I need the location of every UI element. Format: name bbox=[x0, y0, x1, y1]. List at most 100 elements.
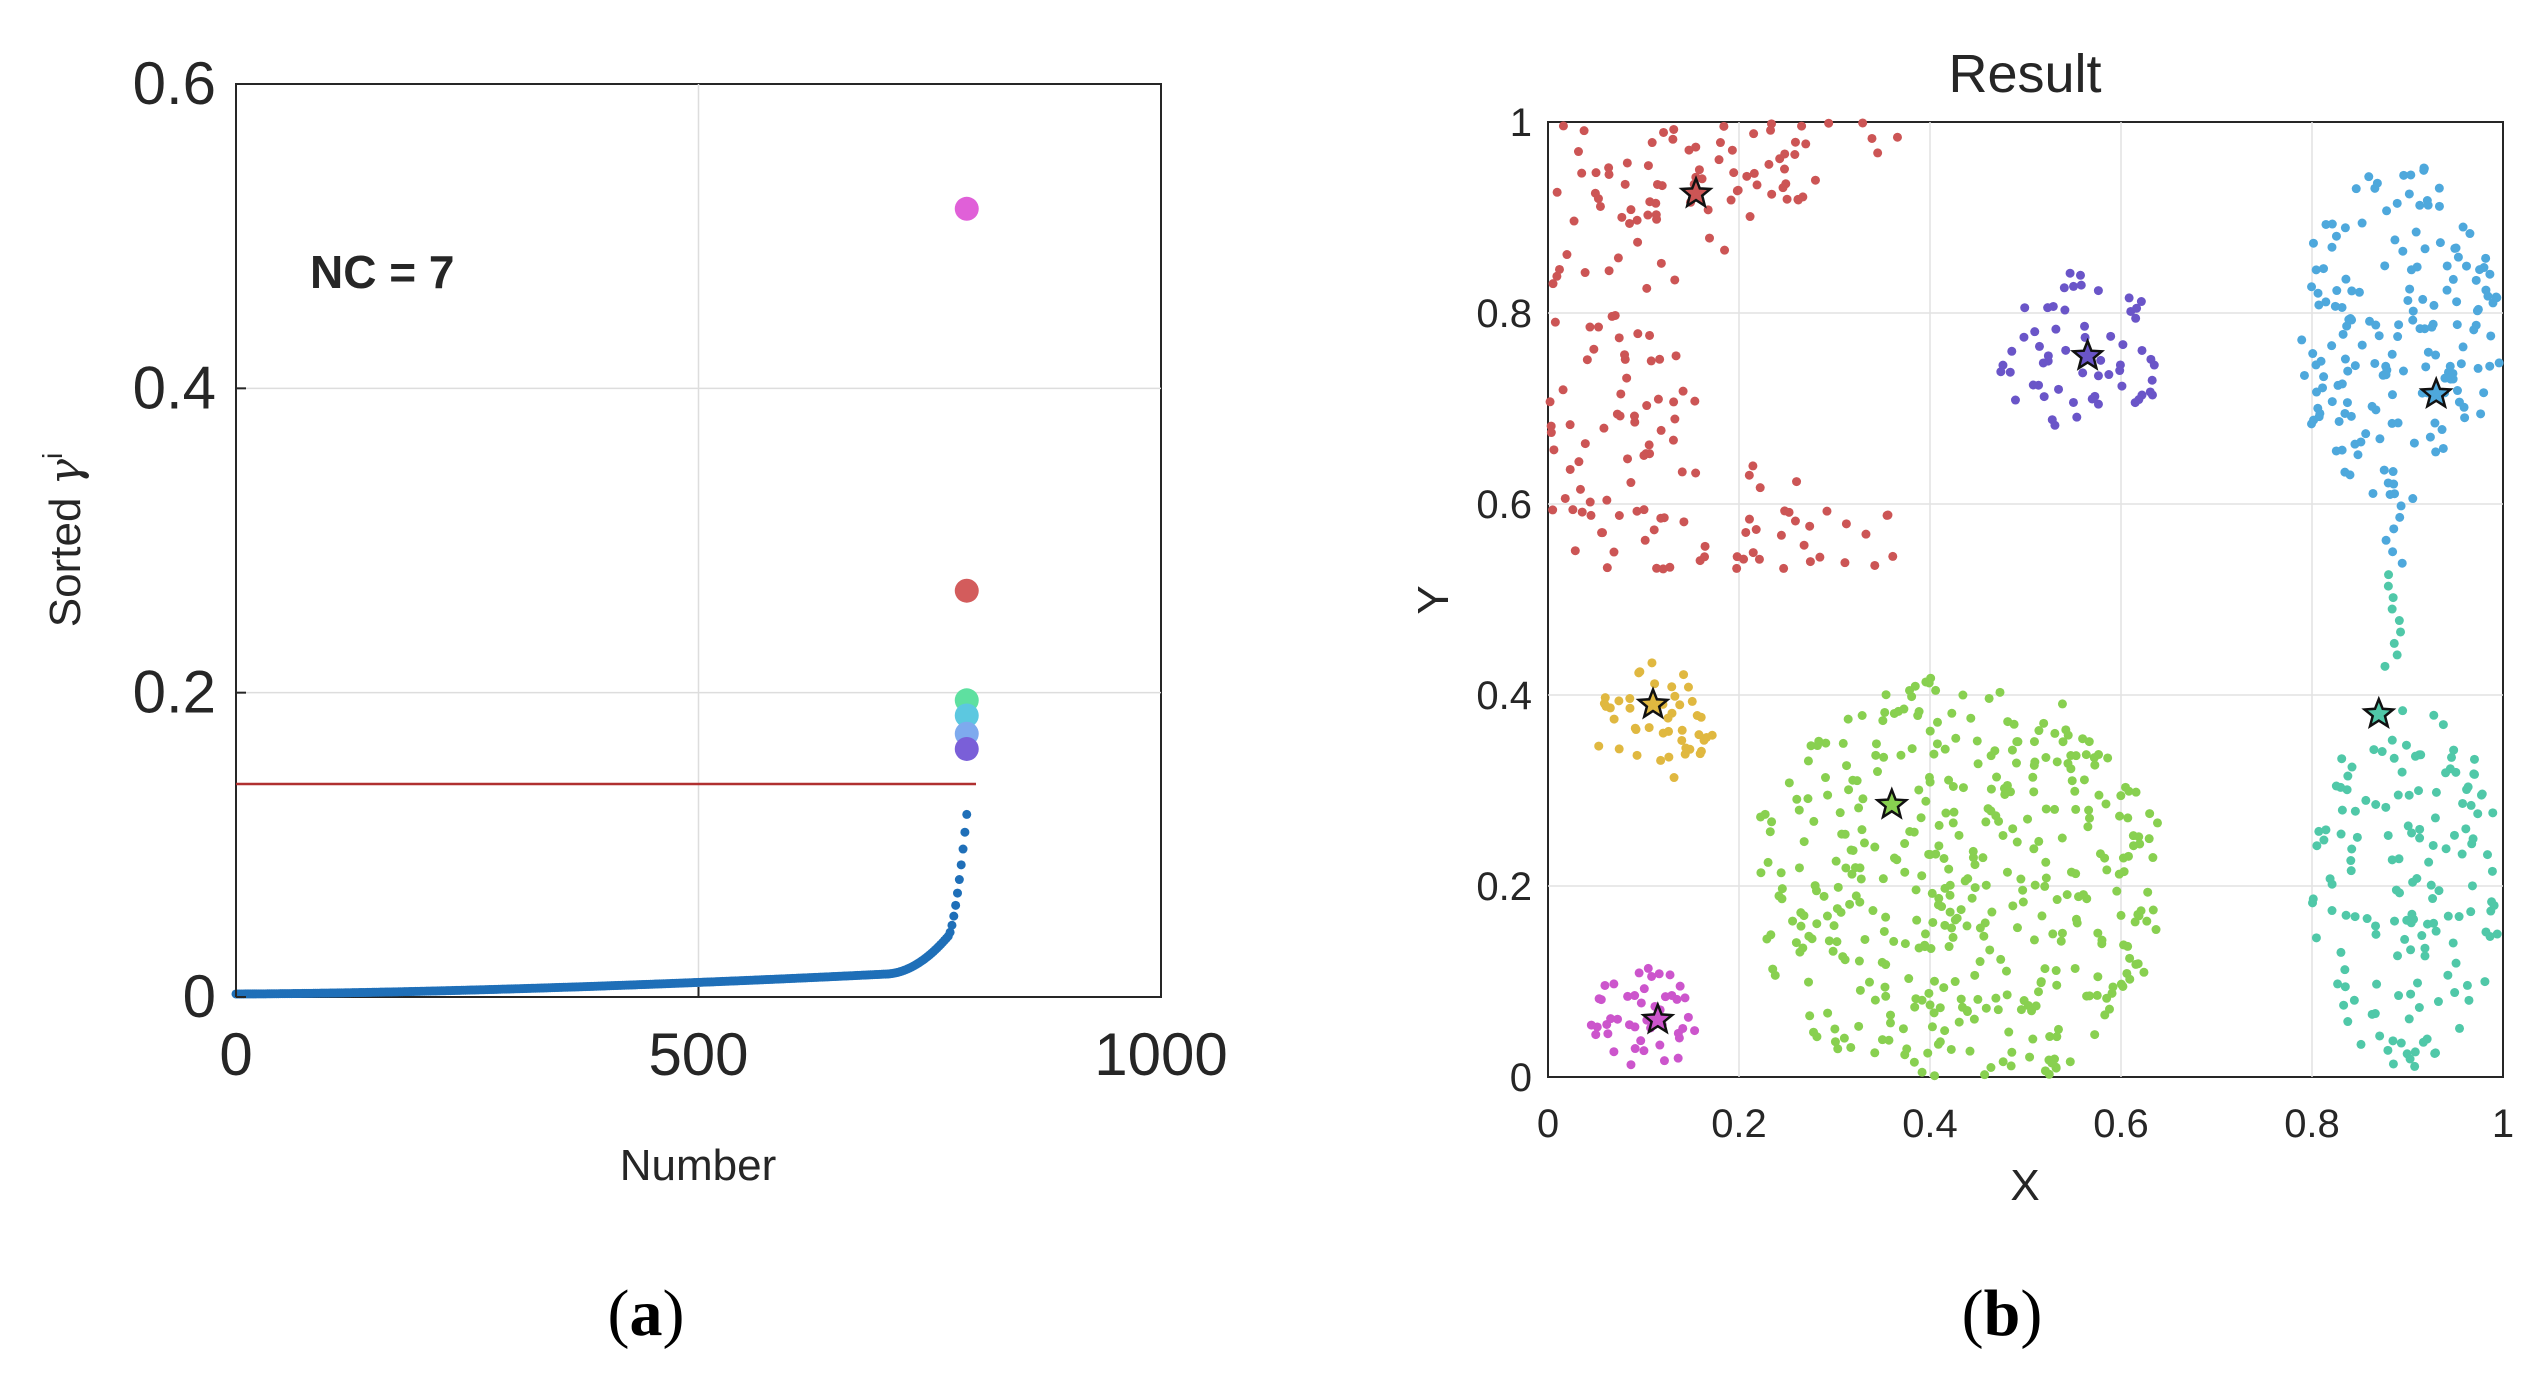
cluster-center-star bbox=[1635, 686, 1671, 720]
data-point bbox=[1900, 939, 1910, 949]
data-point bbox=[2126, 306, 2136, 316]
data-point bbox=[2090, 391, 2100, 401]
data-point bbox=[2008, 824, 2018, 834]
data-point bbox=[2430, 813, 2440, 823]
data-point bbox=[1833, 882, 1843, 892]
data-point bbox=[2034, 341, 2044, 351]
data-point bbox=[2479, 263, 2489, 273]
data-point bbox=[1824, 118, 1834, 128]
data-point bbox=[1996, 954, 2006, 964]
data-point bbox=[1945, 890, 1955, 900]
data-point bbox=[1798, 943, 1808, 953]
data-point bbox=[2380, 661, 2390, 671]
data-point bbox=[1586, 1020, 1596, 1030]
data-point bbox=[1939, 853, 1949, 863]
data-point bbox=[2012, 923, 2022, 933]
data-point bbox=[2406, 918, 2416, 928]
data-point bbox=[1755, 483, 1765, 493]
data-point bbox=[2104, 1004, 2114, 1014]
data-point bbox=[1673, 1053, 1683, 1063]
data-point bbox=[2454, 912, 2464, 922]
panel-b-ticks: 0 0.2 0.4 0.6 0.8 1 0 0.2 0.4 0.6 0.8 1 bbox=[1476, 101, 2514, 1146]
data-point bbox=[1815, 552, 1825, 562]
data-point bbox=[2449, 830, 2459, 840]
data-point bbox=[2424, 857, 2434, 867]
data-point bbox=[1940, 744, 1950, 754]
data-point bbox=[1664, 726, 1674, 736]
data-point bbox=[2143, 887, 2153, 897]
y-tick-label: 0 bbox=[1510, 1056, 1532, 1100]
data-point bbox=[1729, 168, 1739, 178]
data-point bbox=[2076, 280, 2086, 290]
data-point bbox=[1928, 917, 1938, 927]
data-point bbox=[2492, 929, 2502, 939]
data-point bbox=[1934, 841, 1944, 851]
data-point bbox=[2115, 811, 2125, 821]
data-point bbox=[1626, 1060, 1636, 1070]
data-point bbox=[1636, 1036, 1646, 1046]
data-point bbox=[2330, 301, 2340, 311]
data-point bbox=[2428, 840, 2438, 850]
data-point bbox=[2339, 1000, 2349, 1010]
data-point bbox=[1639, 505, 1649, 515]
data-point bbox=[1683, 682, 1693, 692]
data-point bbox=[2383, 478, 2393, 488]
data-point bbox=[1881, 912, 1891, 922]
data-point bbox=[2428, 894, 2438, 904]
data-point bbox=[2343, 1017, 2353, 1027]
data-point bbox=[2481, 285, 2491, 295]
data-point bbox=[1636, 998, 1646, 1008]
data-point bbox=[2070, 786, 2080, 796]
data-point bbox=[1625, 703, 1635, 713]
data-point bbox=[2005, 787, 2015, 797]
data-point bbox=[2336, 947, 2346, 957]
data-point bbox=[1832, 904, 1842, 914]
data-point bbox=[2458, 798, 2468, 808]
data-point bbox=[1696, 746, 1706, 756]
data-point bbox=[1683, 1012, 1693, 1022]
data-point bbox=[2387, 418, 2397, 428]
data-point bbox=[2404, 790, 2414, 800]
data-point bbox=[1558, 121, 1568, 131]
data-point bbox=[1595, 201, 1605, 211]
data-point bbox=[1932, 717, 1942, 727]
data-point bbox=[1744, 470, 1754, 480]
data-point bbox=[2390, 916, 2400, 926]
panel-b-chart: 0 0.2 0.4 0.6 0.8 100.20.40.60.81 Result X Y … bbox=[1409, 44, 2514, 1350]
data-point bbox=[2002, 990, 2012, 1000]
x-tick-label: 1 bbox=[2492, 1102, 2514, 1146]
data-point bbox=[1909, 1057, 1919, 1067]
data-point bbox=[2442, 285, 2452, 295]
data-point bbox=[2327, 341, 2337, 351]
data-point bbox=[1973, 759, 1983, 769]
panel-b-xlabel: X bbox=[2010, 1161, 2039, 1210]
data-point bbox=[1934, 893, 1944, 903]
data-point bbox=[1671, 351, 1681, 361]
data-point bbox=[2016, 874, 2026, 884]
panel-b-cluster-centers bbox=[1635, 175, 2454, 1035]
data-point bbox=[2057, 928, 2067, 938]
data-point bbox=[2457, 849, 2467, 859]
data-point bbox=[2389, 753, 2399, 763]
data-point bbox=[2054, 384, 2064, 394]
panel-a-caption-letter: a bbox=[630, 1277, 663, 1350]
data-point bbox=[1779, 563, 1789, 573]
data-point bbox=[2452, 297, 2462, 307]
data-point bbox=[1944, 942, 1954, 952]
data-point bbox=[2118, 340, 2128, 350]
y-tick-label: 0.6 bbox=[133, 50, 216, 117]
data-point bbox=[1620, 350, 1630, 360]
data-point bbox=[2346, 866, 2356, 876]
data-point bbox=[1900, 867, 1910, 877]
data-point bbox=[1677, 725, 1687, 735]
data-point bbox=[1998, 1057, 2008, 1067]
data-point bbox=[2351, 184, 2361, 194]
data-point bbox=[2486, 906, 2496, 916]
data-point bbox=[2123, 851, 2133, 861]
data-point bbox=[2409, 438, 2419, 448]
data-point bbox=[1911, 994, 1921, 1004]
data-point bbox=[1831, 856, 1841, 866]
data-point bbox=[2408, 315, 2418, 325]
data-point bbox=[1741, 527, 1751, 537]
